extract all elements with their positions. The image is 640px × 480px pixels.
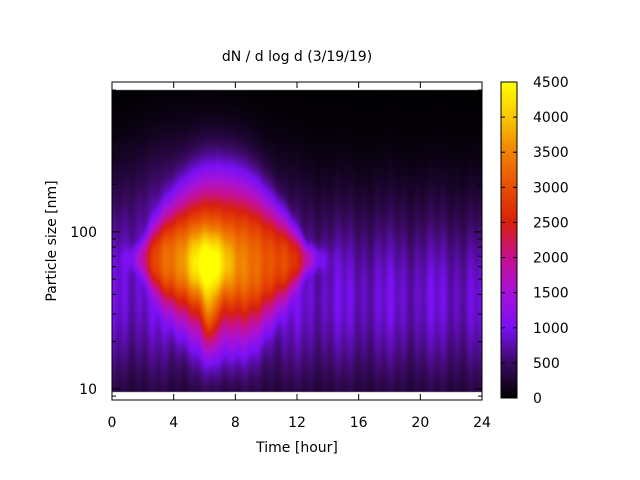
heatmap-image	[112, 82, 482, 400]
colorbar-gradient	[501, 82, 517, 398]
colorbar-tick-label: 1000	[533, 321, 569, 337]
y-tick-label: 10	[79, 382, 97, 398]
colorbar-tick-label: 2000	[533, 251, 569, 267]
colorbar: 0 500 1000 1500 2000 2500 3000 3500 4000 4500	[500, 75, 569, 407]
x-tick-label: 12	[288, 415, 306, 431]
plot-axes: 0 4 8 12 16 20 24 10 100	[70, 81, 491, 431]
y-tick-label: 100	[70, 225, 97, 241]
colorbar-tick-label: 4000	[533, 110, 569, 126]
x-axis-label: Time [hour]	[255, 440, 338, 456]
colorbar-tick-label: 1500	[533, 286, 569, 302]
chart-title: dN / d log d (3/19/19)	[222, 49, 372, 65]
colorbar-tick-label: 500	[533, 356, 560, 372]
x-tick-label: 8	[231, 415, 240, 431]
x-tick-label: 20	[411, 415, 429, 431]
colorbar-tick-label: 3000	[533, 180, 569, 196]
colorbar-tick-label: 3500	[533, 145, 569, 161]
colorbar-tick-label: 2500	[533, 215, 569, 231]
x-tick-label: 4	[169, 415, 178, 431]
x-tick-label: 24	[473, 415, 491, 431]
x-tick-label: 0	[108, 415, 117, 431]
y-axis-label: Particle size [nm]	[44, 180, 60, 301]
colorbar-tick-label: 4500	[533, 75, 569, 91]
colorbar-frame	[500, 81, 518, 399]
x-tick-label: 16	[350, 415, 368, 431]
colorbar-tick-label: 0	[533, 391, 542, 407]
